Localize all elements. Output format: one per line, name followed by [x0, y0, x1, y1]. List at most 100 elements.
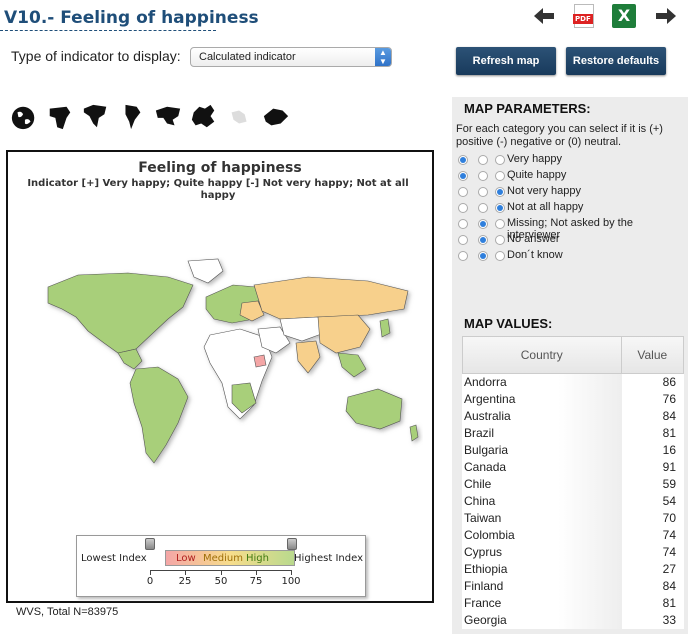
south-america-icon[interactable] — [118, 102, 146, 132]
parameter-label: Missing; Not asked by the interviewer — [507, 217, 633, 241]
country-cell: Chile — [462, 476, 622, 493]
table-row[interactable]: Finland 84 — [462, 578, 684, 595]
legend-max-handle[interactable] — [287, 538, 297, 550]
negative-radio[interactable] — [478, 187, 488, 197]
map-panel: Feeling of happiness Indicator [+] Very … — [6, 150, 434, 603]
table-row[interactable]: Andorra 86 — [462, 374, 684, 391]
country-cell: Georgia — [462, 612, 622, 629]
country-cell: Brazil — [462, 425, 622, 442]
title-underline — [0, 30, 216, 31]
africa-icon[interactable] — [46, 102, 74, 132]
southern-africa-shape — [231, 382, 257, 414]
negative-radio[interactable] — [478, 203, 488, 213]
neutral-radio[interactable] — [495, 235, 505, 245]
page-title: V10.- Feeling of happiness — [4, 8, 259, 28]
neutral-radio[interactable] — [495, 187, 505, 197]
ethiopia-shape — [253, 354, 267, 368]
neutral-radio[interactable] — [495, 203, 505, 213]
neutral-radio[interactable] — [495, 155, 505, 165]
value-cell: 33 — [622, 612, 684, 629]
table-row[interactable]: Brazil 81 — [462, 425, 684, 442]
north-america-icon[interactable] — [82, 102, 110, 132]
parameter-label: Not very happy — [507, 185, 581, 197]
country-cell: China — [462, 493, 622, 510]
neutral-radio[interactable] — [495, 219, 505, 229]
parameter-label: Quite happy — [507, 169, 567, 181]
positive-radio[interactable] — [458, 203, 468, 213]
indicator-label: Type of indicator to display: — [11, 48, 181, 64]
world-map[interactable] — [18, 257, 423, 477]
value-cell: 59 — [622, 476, 684, 493]
negative-radio[interactable] — [478, 155, 488, 165]
positive-radio[interactable] — [458, 219, 468, 229]
indicator-select-value: Calculated indicator — [199, 51, 296, 63]
table-header: Country Value — [462, 336, 684, 374]
legend-tick-label: 25 — [178, 576, 192, 587]
value-cell: 70 — [622, 510, 684, 527]
neutral-radio[interactable] — [495, 251, 505, 261]
legend-medium-label: Medium — [203, 553, 243, 564]
parameter-row: Not at all happy — [456, 201, 684, 217]
positive-radio[interactable] — [458, 155, 468, 165]
asia-icon[interactable] — [154, 102, 182, 132]
country-cell: Argentina — [462, 391, 622, 408]
negative-radio[interactable] — [478, 171, 488, 181]
table-row[interactable]: Ethiopia 27 — [462, 561, 684, 578]
map-values-heading: MAP VALUES: — [464, 316, 553, 331]
restore-defaults-button[interactable]: Restore defaults — [566, 47, 666, 75]
arrow-left-icon[interactable] — [532, 6, 556, 26]
table-row[interactable]: Cyprus 74 — [462, 544, 684, 561]
country-cell: Taiwan — [462, 510, 622, 527]
positive-radio[interactable] — [458, 171, 468, 181]
pdf-icon[interactable]: PDF — [573, 4, 594, 28]
oceania-icon[interactable] — [262, 102, 290, 132]
table-row[interactable]: Canada 91 — [462, 459, 684, 476]
value-column-header[interactable]: Value — [637, 348, 668, 362]
sample-note: WVS, Total N=83975 — [16, 606, 119, 618]
map-legend: Lowest Index Low Medium High Highest Ind… — [76, 535, 366, 597]
middle-east-icon[interactable] — [226, 102, 254, 132]
positive-radio[interactable] — [458, 251, 468, 261]
country-cell: Canada — [462, 459, 622, 476]
table-row[interactable]: Georgia 33 — [462, 612, 684, 629]
southeast-asia-shape — [337, 352, 367, 378]
value-cell: 54 — [622, 493, 684, 510]
table-row[interactable]: Bulgaria 16 — [462, 442, 684, 459]
indicator-select[interactable]: Calculated indicator ▲ ▼ — [190, 47, 392, 67]
arrow-right-icon[interactable] — [654, 6, 678, 26]
table-row[interactable]: Colombia 74 — [462, 527, 684, 544]
table-row[interactable]: Argentina 76 — [462, 391, 684, 408]
right-panel: MAP PARAMETERS: For each category you ca… — [452, 97, 688, 634]
table-row[interactable]: France 81 — [462, 595, 684, 612]
positive-radio[interactable] — [458, 187, 468, 197]
table-row[interactable]: China 54 — [462, 493, 684, 510]
legend-low-label: Low — [176, 553, 196, 564]
excel-icon[interactable]: X — [612, 4, 636, 28]
legend-min-handle[interactable] — [145, 538, 155, 550]
value-cell: 81 — [622, 425, 684, 442]
legend-tick — [221, 570, 222, 575]
world-icon[interactable] — [10, 102, 38, 132]
positive-radio[interactable] — [458, 235, 468, 245]
central-america-shape — [117, 348, 143, 370]
neutral-radio[interactable] — [495, 171, 505, 181]
parameter-label: Don´t know — [507, 249, 563, 261]
negative-radio[interactable] — [478, 235, 488, 245]
table-row[interactable]: Chile 59 — [462, 476, 684, 493]
china-shape — [317, 314, 371, 354]
country-cell: Australia — [462, 408, 622, 425]
greenland-shape — [187, 258, 224, 284]
negative-radio[interactable] — [478, 251, 488, 261]
top-toolbar: PDF X — [532, 4, 678, 28]
negative-radio[interactable] — [478, 219, 488, 229]
country-column-header[interactable]: Country — [463, 337, 622, 373]
north-america-shape — [47, 272, 194, 354]
map-values-table: Country Value Andorra 86 Argentina 76 Austra… — [462, 336, 684, 629]
legend-highest-label: Highest Index — [294, 553, 363, 564]
value-cell: 84 — [622, 408, 684, 425]
europe-icon[interactable] — [190, 102, 218, 132]
refresh-map-button[interactable]: Refresh map — [456, 47, 556, 75]
value-cell: 76 — [622, 391, 684, 408]
table-row[interactable]: Taiwan 70 — [462, 510, 684, 527]
table-row[interactable]: Australia 84 — [462, 408, 684, 425]
